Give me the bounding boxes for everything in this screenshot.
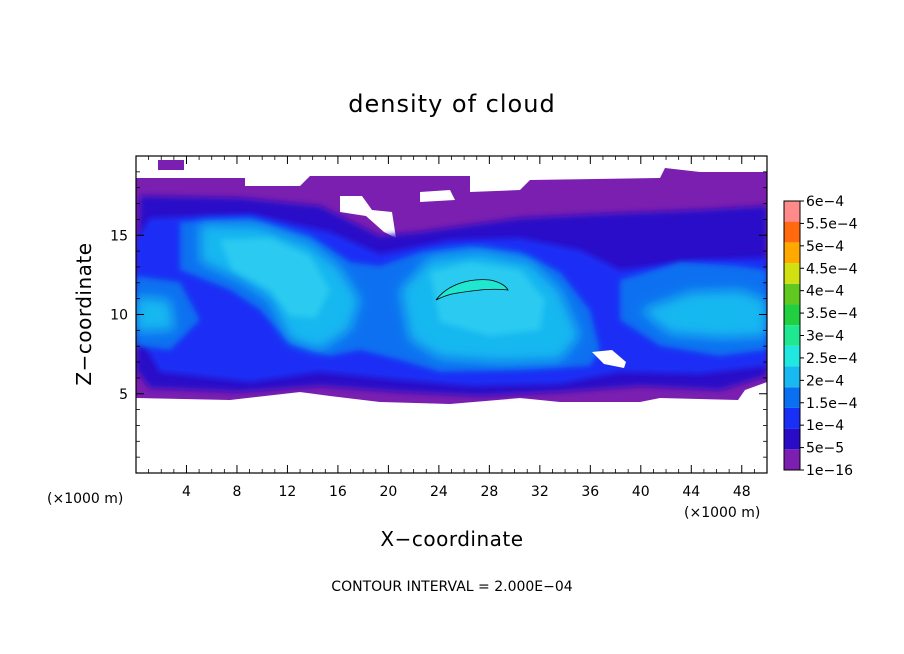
cloud-layer-cyan: [220, 238, 330, 318]
colorbar-label: 5e−4: [806, 239, 844, 255]
x-tick-label: 24: [430, 484, 448, 500]
y-tick-label: 15: [110, 228, 128, 244]
colorbar-label: 3.5e−4: [806, 306, 858, 322]
contour-interval-note: CONTOUR INTERVAL = 2.000E−04: [331, 579, 572, 595]
colorbar-swatch: [784, 366, 800, 388]
colorbar-label: 1.5e−4: [806, 396, 858, 412]
x-tick-label: 44: [682, 484, 700, 500]
cloud-gap: [592, 350, 626, 368]
colorbar-label: 2.5e−4: [806, 351, 858, 367]
x-axis-label: X−coordinate: [380, 527, 523, 551]
colorbar-label: 4.5e−4: [806, 261, 858, 277]
colorbar-label: 5e−5: [806, 441, 844, 457]
density-field: [136, 160, 767, 404]
x-tick-label: 32: [531, 484, 549, 500]
cloud-peak-contour: [435, 279, 509, 301]
chart-title: density of cloud: [348, 90, 555, 118]
colorbar-swatch: [784, 449, 800, 470]
colorbar-swatch: [784, 242, 800, 264]
x-tick-label: 48: [733, 484, 751, 500]
x-tick-label: 36: [581, 484, 599, 500]
cloud-layer-light-blue: [640, 290, 767, 338]
x-axis: 4 8 12 16 20 24 28 32 36 40 44 48: [148, 156, 755, 500]
colorbar-swatch: [784, 325, 800, 346]
x-tick-label: 12: [279, 484, 297, 500]
cloud-gap: [340, 196, 396, 238]
colorbar-label: 1e−16: [806, 463, 853, 479]
x-unit-left: (×1000 m): [47, 491, 123, 507]
colorbar-swatch: [784, 345, 800, 367]
colorbar-swatch: [784, 283, 800, 305]
x-tick-label: 28: [480, 484, 498, 500]
x-tick-label: 20: [379, 484, 397, 500]
cloud-layer-cyan: [430, 262, 545, 336]
x-tick-label: 40: [632, 484, 650, 500]
colorbar-swatch: [784, 387, 800, 408]
y-tick-label: 5: [119, 387, 128, 403]
colorbar-swatch: [784, 304, 800, 326]
colorbar-swatch: [784, 263, 800, 284]
colorbar-label: 3e−4: [806, 329, 844, 345]
colorbar-label: 4e−4: [806, 284, 844, 300]
colorbar-label: 5.5e−4: [806, 216, 858, 232]
colorbar: 1e−16 5e−5 1e−4 1.5e−4 2e−4 2.5e−4 3e−4 3.5e−4 4…: [783, 194, 858, 479]
y-axis-label: Z−coordinate: [72, 242, 96, 385]
cloud-top-patch: [158, 160, 184, 170]
x-tick-label: 4: [182, 484, 191, 500]
colorbar-swatch: [784, 407, 800, 429]
x-tick-label: 8: [232, 484, 241, 500]
colorbar-label: 1e−4: [806, 418, 844, 434]
y-axis: 5 10 15: [110, 171, 767, 458]
colorbar-swatch: [784, 201, 800, 222]
x-unit-right: (×1000 m): [684, 505, 760, 521]
colorbar-label: 6e−4: [806, 194, 844, 210]
colorbar-label: 2e−4: [806, 373, 844, 389]
colorbar-swatch: [784, 428, 800, 450]
cloud-gap: [420, 190, 455, 202]
y-tick-label: 10: [110, 308, 128, 324]
x-tick-label: 16: [329, 484, 347, 500]
colorbar-swatch: [784, 221, 800, 243]
cloud-layer-light-blue: [136, 296, 175, 332]
